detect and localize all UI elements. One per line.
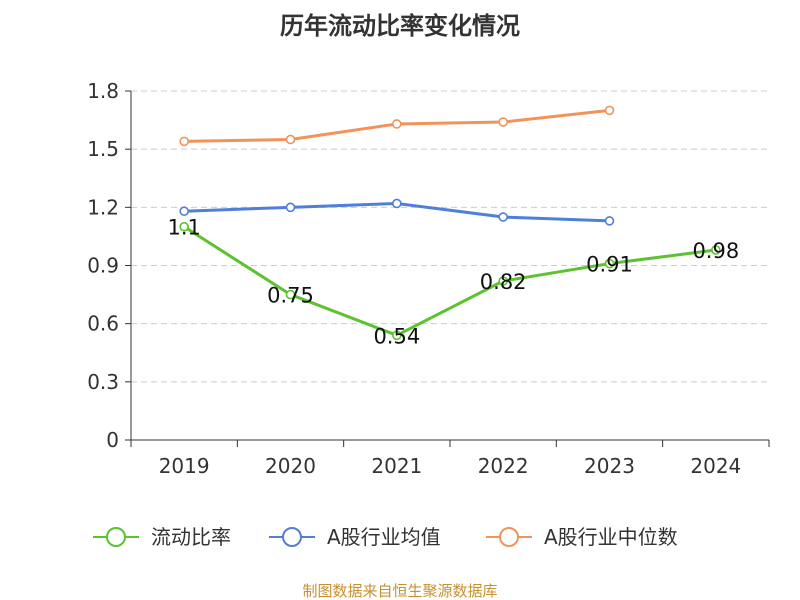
y-tick-label: 1.5 (87, 137, 119, 161)
series-point-1 (285, 202, 296, 213)
series-point-1 (604, 216, 615, 226)
series-point-0 (604, 258, 615, 269)
series-point-0 (711, 245, 721, 255)
legend-label: 流动比率 (151, 525, 231, 549)
data-label: 1.1 (167, 216, 200, 240)
series-point-2 (604, 105, 615, 116)
x-tick-label: 2024 (690, 454, 741, 478)
x-tick-label: 2022 (478, 454, 529, 478)
data-label: 0.54 (373, 324, 420, 348)
data-label: 0.75 (267, 284, 314, 308)
y-tick-label: 0.6 (87, 312, 119, 336)
series-line-0 (182, 225, 718, 337)
grid-layer (131, 90, 769, 383)
legend-marker (499, 527, 519, 547)
series-point-0 (498, 276, 508, 286)
legend: 流动比率 A股行业均值 A股行业中位数 (93, 525, 678, 549)
x-tick-label: 2023 (584, 454, 635, 478)
series-point-2 (392, 119, 402, 129)
y-tick-label: 0.3 (87, 370, 119, 394)
series-point-0 (285, 289, 296, 300)
legend-label: A股行业中位数 (544, 525, 678, 549)
data-label: 0.98 (692, 239, 739, 263)
source-footer: 制图数据来自恒生聚源数据库 (302, 582, 497, 600)
x-tick-label: 2021 (371, 454, 422, 478)
legend-marker (282, 527, 302, 547)
series-point-0 (179, 221, 189, 232)
y-tick-label: 0 (106, 428, 119, 452)
series-point-1 (392, 198, 402, 209)
series-point-0 (392, 330, 402, 341)
chart-title: 历年流动比率变化情况 (280, 12, 520, 40)
x-tick-label: 2020 (265, 454, 316, 478)
series-point-1 (179, 206, 189, 217)
series-point-2 (179, 136, 189, 147)
series-point-2 (285, 134, 296, 145)
series-point-2 (498, 117, 508, 127)
data-label-layer: 1.1 0.75 0.54 0.82 0.91 0.98 (167, 216, 739, 349)
x-tick-label: 2019 (159, 454, 210, 478)
axis-layer: 0 0.3 0.6 0.9 1.2 1.5 1.8 2019 2020 2021 2022 2023 2… (87, 79, 770, 478)
series-point-1 (498, 212, 508, 222)
data-label: 0.82 (480, 270, 527, 294)
y-tick-label: 0.9 (87, 254, 119, 278)
y-tick-label: 1.8 (87, 79, 119, 103)
series-layer (179, 105, 721, 341)
legend-marker (106, 527, 126, 547)
legend-label: A股行业均值 (327, 525, 441, 549)
data-label: 0.91 (586, 253, 633, 277)
y-tick-label: 1.2 (87, 195, 119, 219)
